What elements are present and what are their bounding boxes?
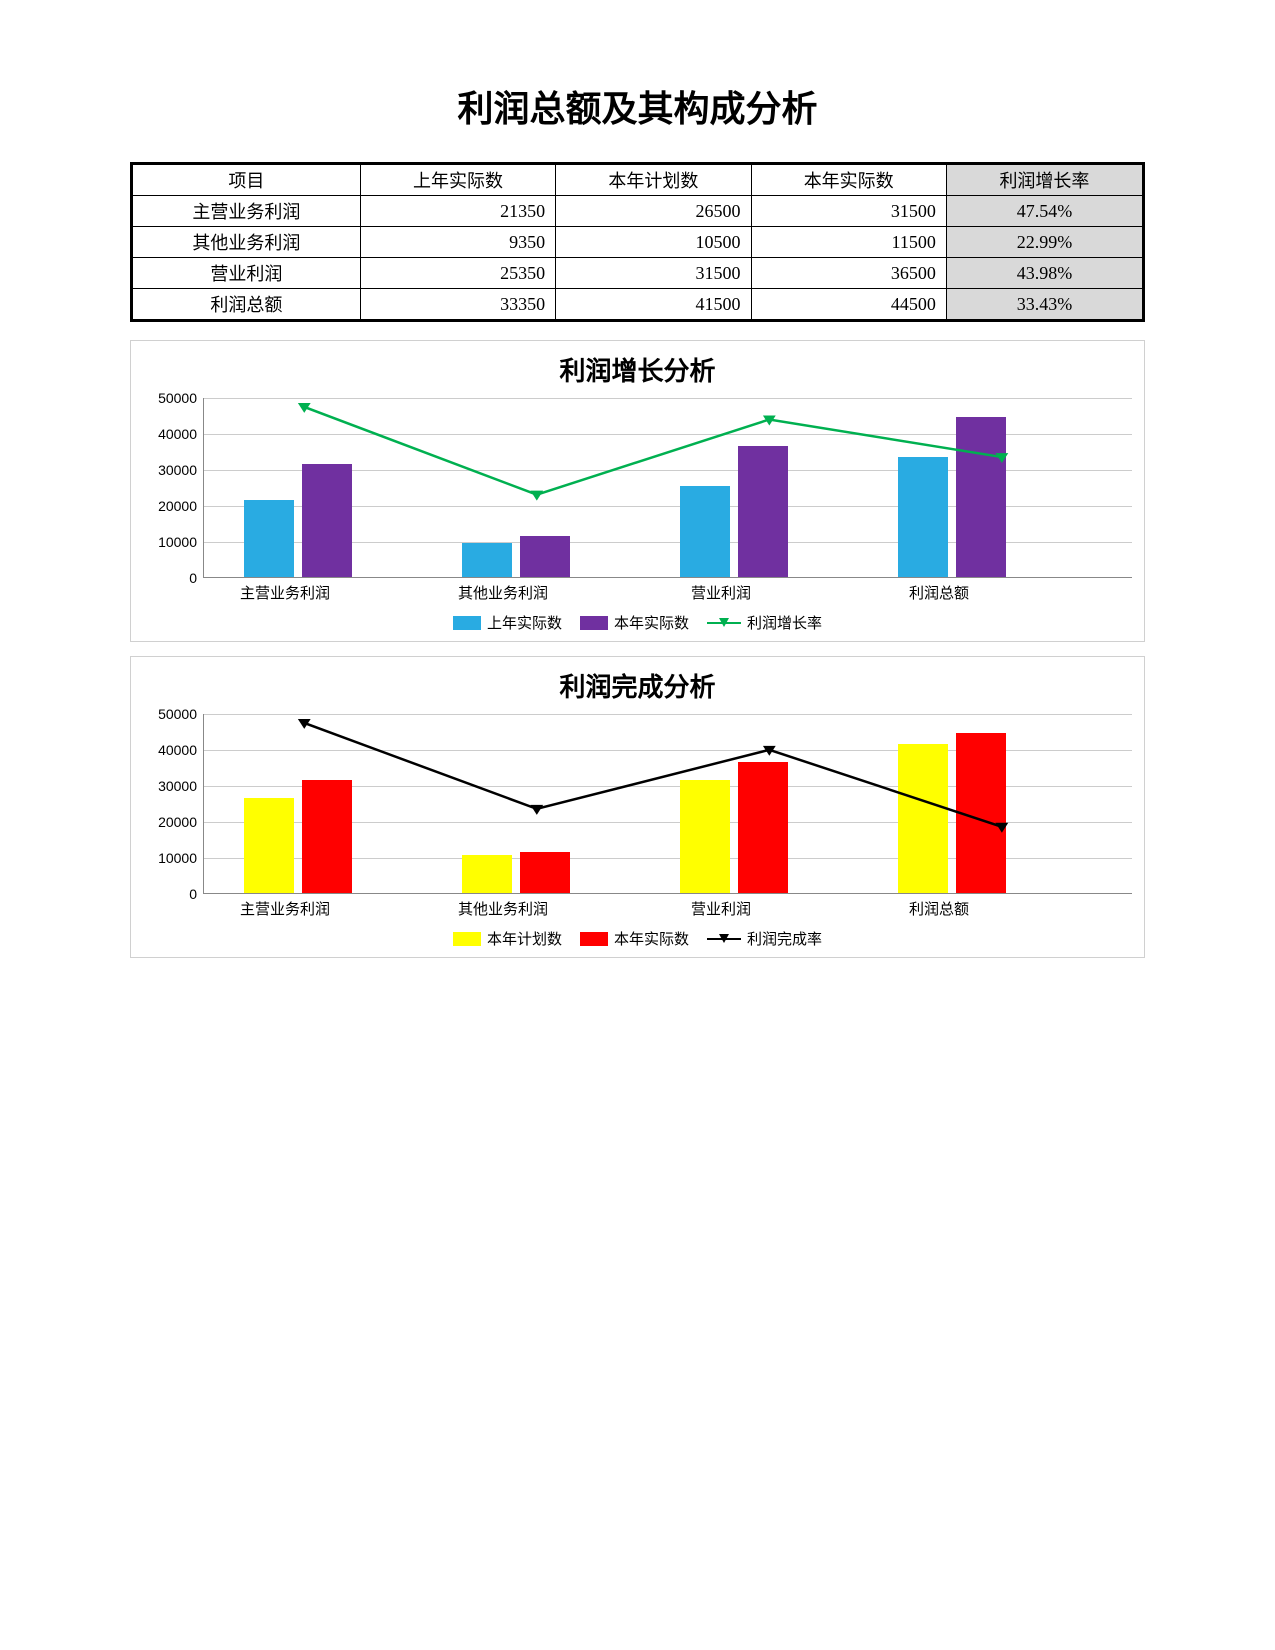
y-tick: 20000 (158, 498, 197, 514)
cell-last: 25350 (360, 258, 555, 289)
legend-swatch (453, 932, 481, 946)
chart2-legend: 本年计划数 本年实际数 利润完成率 (131, 928, 1144, 949)
chart1-title: 利润增长分析 (131, 351, 1144, 388)
cell-growth: 43.98% (946, 258, 1143, 289)
row-label: 营业利润 (132, 258, 361, 289)
x-label: 其他业务利润 (443, 582, 563, 603)
row-label: 主营业务利润 (132, 196, 361, 227)
legend-item: 本年实际数 (580, 612, 689, 633)
y-tick: 10000 (158, 534, 197, 550)
bar (462, 543, 512, 577)
legend-item: 利润增长率 (707, 612, 822, 633)
page-title: 利润总额及其构成分析 (130, 80, 1145, 132)
cell-plan: 41500 (556, 289, 751, 321)
legend-item: 利润完成率 (707, 928, 822, 949)
chart2-title: 利润完成分析 (131, 667, 1144, 704)
table-header: 项目 (132, 164, 361, 196)
bar (520, 852, 570, 893)
x-label: 主营业务利润 (225, 898, 345, 919)
bar (738, 762, 788, 893)
legend-swatch (580, 616, 608, 630)
bar (680, 486, 730, 577)
y-tick: 50000 (158, 706, 197, 722)
cell-actual: 11500 (751, 227, 946, 258)
bar (898, 457, 948, 577)
bar (898, 744, 948, 893)
bar (680, 780, 730, 893)
table-header: 本年计划数 (556, 164, 751, 196)
chart1-legend: 上年实际数 本年实际数 利润增长率 (131, 612, 1144, 633)
legend-label: 本年计划数 (487, 928, 562, 949)
cell-last: 21350 (360, 196, 555, 227)
cell-last: 9350 (360, 227, 555, 258)
y-tick: 20000 (158, 814, 197, 830)
legend-label: 本年实际数 (614, 612, 689, 633)
bar (302, 464, 352, 577)
cell-last: 33350 (360, 289, 555, 321)
row-label: 其他业务利润 (132, 227, 361, 258)
legend-label: 利润完成率 (747, 928, 822, 949)
cell-growth: 47.54% (946, 196, 1143, 227)
cell-actual: 36500 (751, 258, 946, 289)
y-tick: 30000 (158, 462, 197, 478)
table-row: 营业利润25350315003650043.98% (132, 258, 1144, 289)
cell-growth: 22.99% (946, 227, 1143, 258)
y-tick: 40000 (158, 426, 197, 442)
legend-label: 上年实际数 (487, 612, 562, 633)
legend-label: 利润增长率 (747, 612, 822, 633)
completion-chart: 利润完成分析 01000020000300004000050000 主营业务利润… (130, 656, 1145, 958)
bar (244, 500, 294, 577)
x-label: 利润总额 (879, 582, 999, 603)
bar (302, 780, 352, 893)
x-label: 营业利润 (661, 582, 781, 603)
legend-item: 本年计划数 (453, 928, 562, 949)
y-tick: 50000 (158, 390, 197, 406)
table-row: 利润总额33350415004450033.43% (132, 289, 1144, 321)
legend-line-icon (707, 932, 741, 946)
profit-table: 项目上年实际数本年计划数本年实际数利润增长率 主营业务利润21350265003… (130, 162, 1145, 322)
legend-swatch (580, 932, 608, 946)
legend-item: 本年实际数 (580, 928, 689, 949)
legend-swatch (453, 616, 481, 630)
cell-plan: 31500 (556, 258, 751, 289)
table-header: 利润增长率 (946, 164, 1143, 196)
cell-plan: 10500 (556, 227, 751, 258)
table-header: 上年实际数 (360, 164, 555, 196)
row-label: 利润总额 (132, 289, 361, 321)
x-label: 其他业务利润 (443, 898, 563, 919)
cell-actual: 44500 (751, 289, 946, 321)
table-header: 本年实际数 (751, 164, 946, 196)
y-tick: 30000 (158, 778, 197, 794)
bar (956, 417, 1006, 577)
legend-label: 本年实际数 (614, 928, 689, 949)
growth-chart: 利润增长分析 01000020000300004000050000 主营业务利润… (130, 340, 1145, 642)
y-tick: 10000 (158, 850, 197, 866)
y-tick: 40000 (158, 742, 197, 758)
table-row: 其他业务利润9350105001150022.99% (132, 227, 1144, 258)
cell-actual: 31500 (751, 196, 946, 227)
table-row: 主营业务利润21350265003150047.54% (132, 196, 1144, 227)
legend-line-icon (707, 616, 741, 630)
x-label: 主营业务利润 (225, 582, 345, 603)
bar (244, 798, 294, 893)
x-label: 利润总额 (879, 898, 999, 919)
bar (462, 855, 512, 893)
cell-growth: 33.43% (946, 289, 1143, 321)
legend-item: 上年实际数 (453, 612, 562, 633)
bar (956, 733, 1006, 893)
bar (520, 536, 570, 577)
cell-plan: 26500 (556, 196, 751, 227)
x-label: 营业利润 (661, 898, 781, 919)
bar (738, 446, 788, 577)
